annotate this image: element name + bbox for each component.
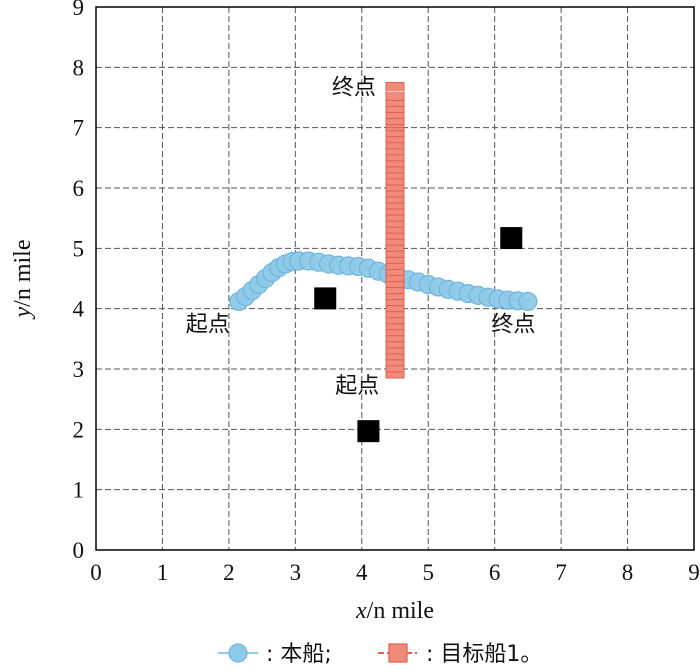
- y-tick-label: 4: [73, 297, 85, 322]
- x-axis-label: x/n mile: [355, 598, 434, 624]
- tick-labels: 0 1 2 3 4 5 6 7 8 9 0 1 2 3 4 5 6 7 8 9: [73, 0, 700, 585]
- x-tick-label: 5: [422, 560, 434, 585]
- annotation-label: 起点: [186, 313, 230, 338]
- x-tick-label: 9: [688, 560, 700, 585]
- ship-track-point: [518, 291, 538, 312]
- y-tick-label: 2: [73, 417, 85, 442]
- annotation-label: 起点: [335, 374, 379, 399]
- y-tick-label: 3: [73, 357, 85, 382]
- legend-target-marker: [388, 643, 408, 663]
- y-tick-label: 1: [73, 478, 85, 503]
- legend-target-label: : 目标船1。: [426, 642, 542, 667]
- x-tick-label: 4: [356, 560, 368, 585]
- y-tick-label: 5: [73, 236, 85, 261]
- x-tick-label: 1: [157, 560, 169, 585]
- x-tick-label: 6: [489, 560, 501, 585]
- annotation-label: 终点: [491, 313, 535, 338]
- x-tick-label: 8: [622, 560, 634, 585]
- y-tick-label: 9: [73, 0, 85, 20]
- ship-track: [229, 251, 538, 312]
- obstacle-square: [357, 420, 380, 443]
- legend-ship-marker: [228, 643, 248, 663]
- y-tick-label: 7: [73, 116, 85, 141]
- x-tick-label: 0: [90, 560, 102, 585]
- y-tick-label: 0: [73, 538, 85, 563]
- plot-frame: [95, 6, 695, 551]
- obstacles: [314, 227, 523, 443]
- target-track: [385, 81, 405, 379]
- annotation-label: 终点: [332, 75, 376, 100]
- legend-item-target: : 目标船1。: [378, 642, 542, 667]
- y-axis-label: y/n mile: [10, 240, 36, 320]
- legend-item-ship: : 本船;: [218, 642, 332, 667]
- y-tick-label: 8: [73, 55, 85, 80]
- obstacle-square: [500, 227, 523, 250]
- legend: : 本船; : 目标船1。: [218, 642, 542, 667]
- x-tick-label: 3: [290, 560, 302, 585]
- x-tick-label: 7: [555, 560, 567, 585]
- obstacle-square: [314, 287, 337, 310]
- y-tick-label: 6: [73, 176, 85, 201]
- legend-ship-label: : 本船;: [266, 642, 332, 667]
- x-tick-label: 2: [223, 560, 235, 585]
